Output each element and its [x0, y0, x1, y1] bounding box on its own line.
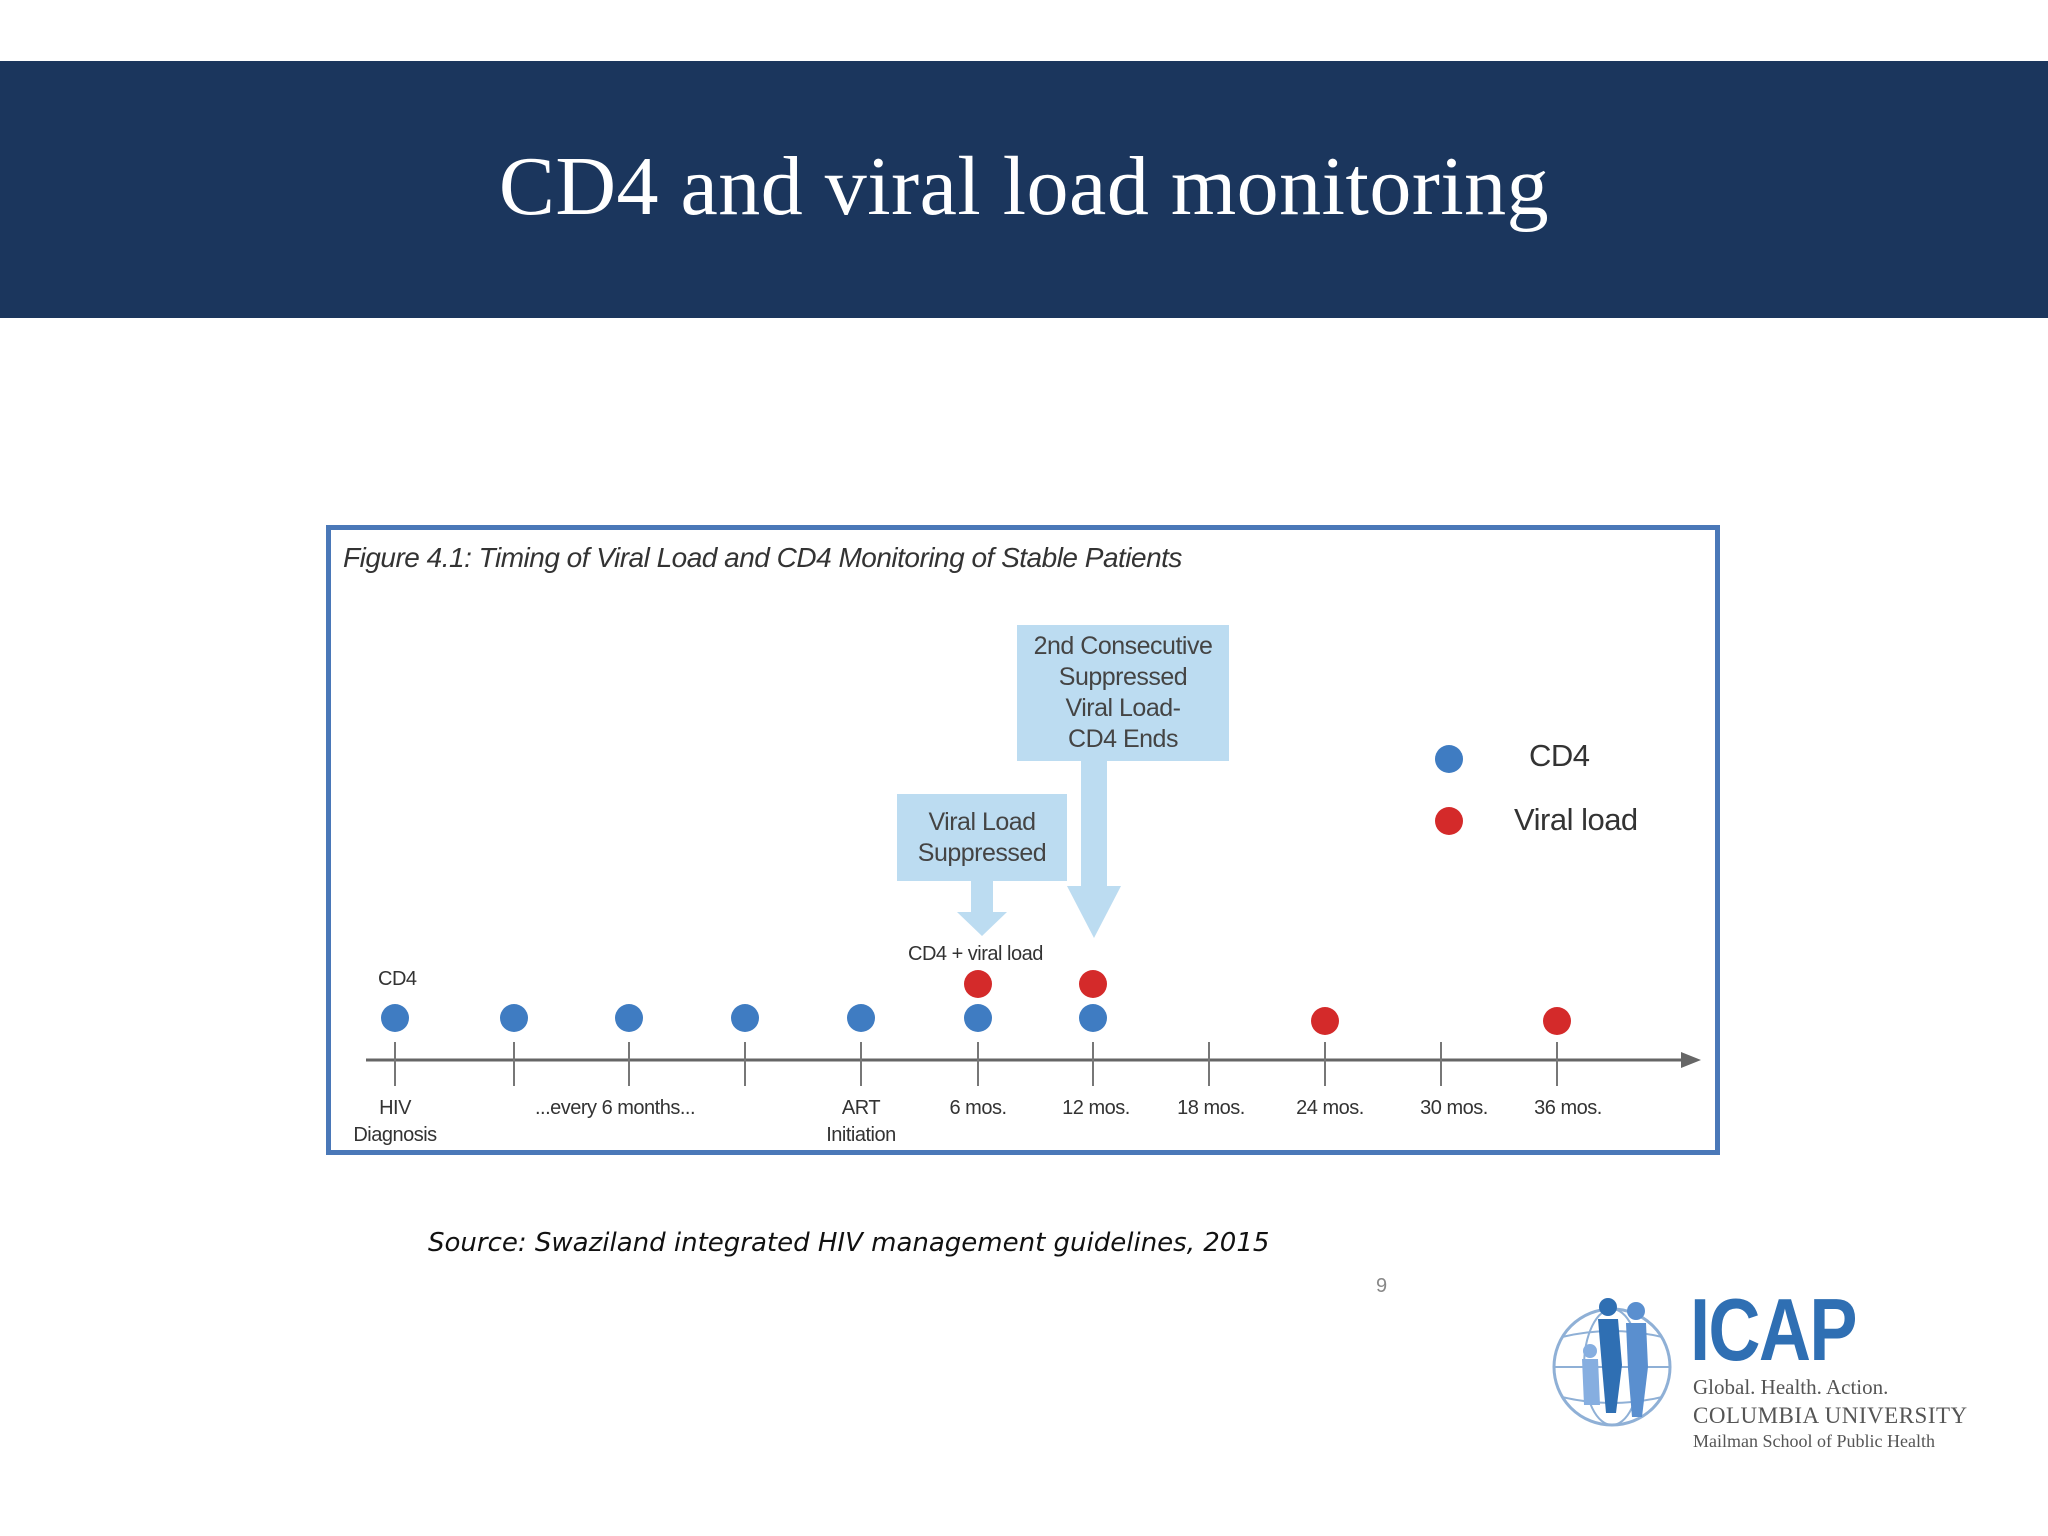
tick-label-18-mos: 18 mos. [1177, 1097, 1245, 1119]
tick-label-6-mos: 6 mos. [949, 1097, 1007, 1119]
cd4-dot-6-mos [964, 1004, 992, 1032]
tick-label-12-mos: 12 mos. [1062, 1097, 1130, 1119]
figure-caption: Figure 4.1: Timing of Viral Load and CD4… [343, 542, 1182, 573]
annotation-cd4-viral-load: CD4 + viral load [908, 943, 1043, 965]
logo-university: COLUMBIA UNIVERSITY [1693, 1403, 1968, 1428]
legend-viral-load-label: Viral load [1514, 802, 1638, 837]
tick-label-24-mos: 24 mos. [1296, 1097, 1364, 1119]
globe-people-icon [1552, 1298, 1672, 1427]
title-band: CD4 and viral load monitoring [0, 61, 2048, 318]
callout-second-consecutive-suppressed: 2nd Consecutive Suppressed Viral Load- C… [1017, 625, 1229, 761]
cd4-dot-interval-2 [615, 1004, 643, 1032]
cd4-dot-interval-3 [731, 1004, 759, 1032]
cd4-dot-interval-1 [500, 1004, 528, 1032]
viral-load-dot-12-mos [1079, 970, 1107, 998]
timeline-diagram [366, 745, 1701, 1086]
tick-label-36-mos: 36 mos. [1534, 1097, 1602, 1119]
icap-logo: ICAP Global. Health. Action. COLUMBIA UN… [1550, 1280, 1970, 1455]
legend-cd4-marker [1435, 745, 1463, 773]
cd4-dot-art-initiation [847, 1004, 875, 1032]
logo-tagline: Global. Health. Action. [1693, 1375, 1889, 1399]
cd4-dot-12-mos [1079, 1004, 1107, 1032]
source-citation: Source: Swaziland integrated HIV managem… [428, 1228, 1270, 1258]
callout-arrow-2nd [1067, 756, 1121, 938]
viral-load-dot-6-mos [964, 970, 992, 998]
tick-label-30-mos: 30 mos. [1420, 1097, 1488, 1119]
legend-viral-load-marker [1435, 807, 1463, 835]
logo-wordmark: ICAP [1690, 1280, 1857, 1379]
slide-title: CD4 and viral load monitoring [498, 140, 1550, 233]
callout-viral-load-suppressed: Viral Load Suppressed [897, 794, 1067, 881]
legend-cd4-label: CD4 [1529, 738, 1590, 773]
figure-panel: Figure 4.1: Timing of Viral Load and CD4… [326, 525, 1720, 1155]
logo-school: Mailman School of Public Health [1693, 1431, 1935, 1451]
cd4-dot-hiv-diagnosis [381, 1004, 409, 1032]
annotation-cd4: CD4 [378, 968, 417, 990]
page-number: 9 [1376, 1275, 1388, 1297]
viral-load-dot-36-mos [1543, 1007, 1571, 1035]
viral-load-dot-24-mos [1311, 1007, 1339, 1035]
callout-arrow-vl [957, 876, 1007, 936]
tick-label-art-initiation: ART Initiation [826, 1097, 896, 1146]
axis-arrowhead [1681, 1052, 1701, 1068]
tick-label-hiv-diagnosis: HIV Diagnosis [353, 1097, 437, 1146]
tick-label-every-6-months: ...every 6 months... [534, 1097, 696, 1119]
